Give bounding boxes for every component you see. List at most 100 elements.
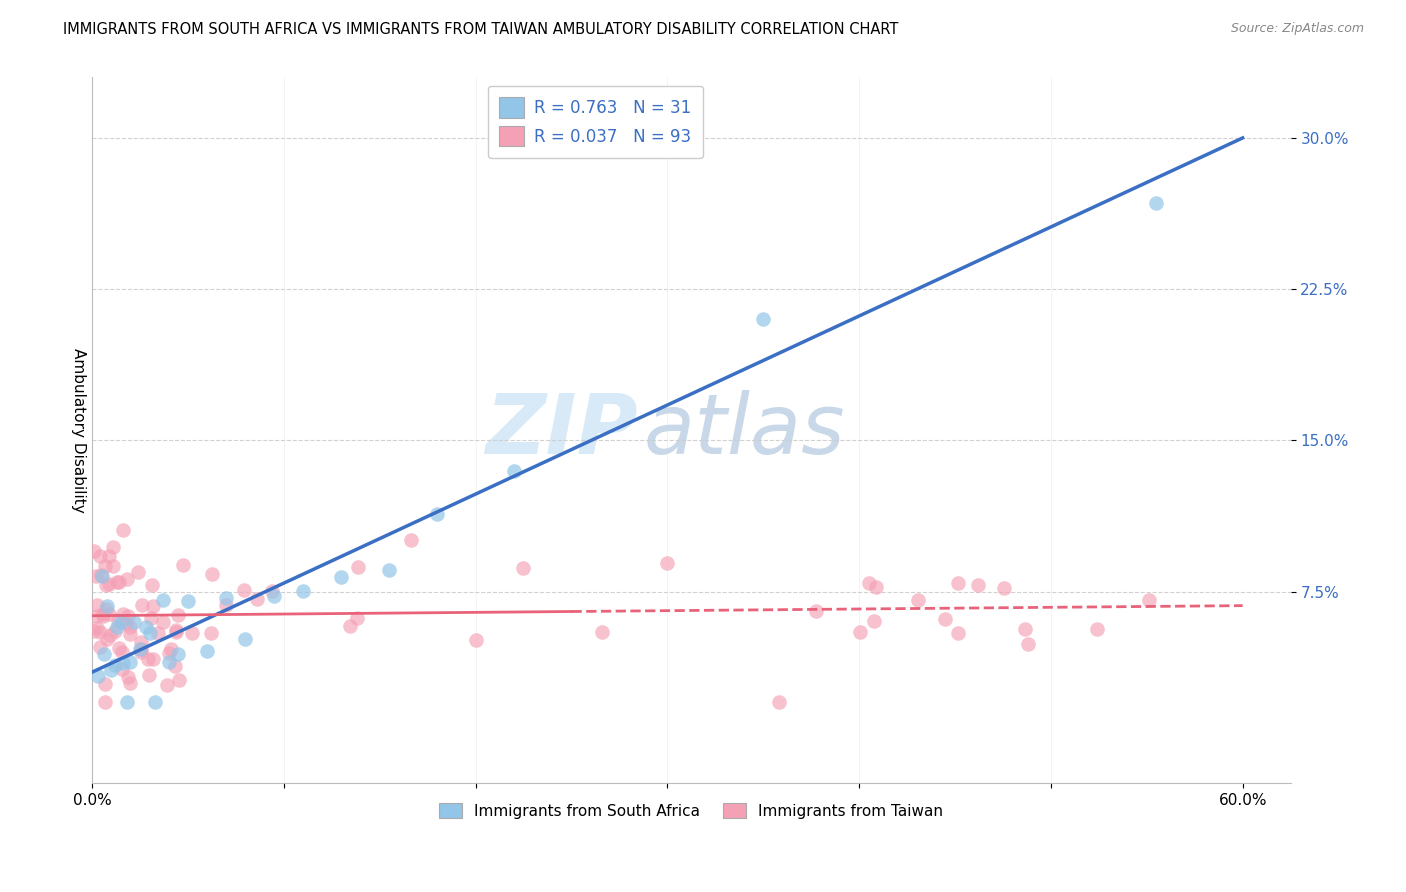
Point xyxy=(98,549,121,563)
Point xyxy=(138,626,160,640)
Point xyxy=(86,598,108,612)
Point xyxy=(111,523,134,537)
Point xyxy=(118,620,141,634)
Point xyxy=(94,677,117,691)
Point xyxy=(83,544,105,558)
Point xyxy=(146,625,169,640)
Point xyxy=(157,646,180,660)
Point xyxy=(465,633,488,648)
Point xyxy=(152,615,174,630)
Point xyxy=(101,540,124,554)
Y-axis label: Ambulatory Disability: Ambulatory Disability xyxy=(72,348,86,513)
Point xyxy=(163,659,186,673)
Point xyxy=(127,565,149,579)
Text: atlas: atlas xyxy=(644,390,845,471)
Point xyxy=(172,558,194,573)
Point xyxy=(96,578,118,592)
Point xyxy=(89,549,111,563)
Point xyxy=(993,581,1015,595)
Point xyxy=(118,676,141,690)
Point xyxy=(752,312,775,326)
Point xyxy=(115,572,138,586)
Point xyxy=(90,569,112,583)
Point xyxy=(292,583,315,598)
Point xyxy=(167,607,190,622)
Point xyxy=(849,624,872,639)
Point xyxy=(655,556,678,570)
Point xyxy=(87,669,110,683)
Point xyxy=(111,662,134,676)
Point xyxy=(1144,196,1167,211)
Point xyxy=(143,695,166,709)
Point xyxy=(89,640,111,654)
Point xyxy=(865,580,887,594)
Point xyxy=(93,647,115,661)
Point xyxy=(107,613,129,627)
Point xyxy=(110,615,132,630)
Point xyxy=(246,591,269,606)
Point xyxy=(165,624,187,639)
Point xyxy=(426,507,449,521)
Point xyxy=(401,533,423,547)
Point xyxy=(503,464,526,478)
Point xyxy=(105,620,128,634)
Point xyxy=(105,574,128,589)
Point xyxy=(167,648,190,662)
Point xyxy=(108,575,131,590)
Point xyxy=(141,578,163,592)
Point xyxy=(97,607,120,622)
Point xyxy=(215,598,238,612)
Point xyxy=(98,576,121,591)
Point xyxy=(111,656,134,670)
Point xyxy=(83,624,105,639)
Point xyxy=(177,594,200,608)
Point xyxy=(1017,637,1039,651)
Point xyxy=(1014,622,1036,636)
Point xyxy=(160,641,183,656)
Point xyxy=(1085,622,1108,636)
Point xyxy=(142,599,165,613)
Text: ZIP: ZIP xyxy=(485,390,637,471)
Point xyxy=(90,568,112,582)
Point xyxy=(129,645,152,659)
Point xyxy=(117,608,139,623)
Point xyxy=(201,566,224,581)
Point xyxy=(86,609,108,624)
Point xyxy=(120,627,142,641)
Point xyxy=(104,657,127,672)
Point xyxy=(98,628,121,642)
Point xyxy=(235,632,257,646)
Point xyxy=(260,584,283,599)
Point xyxy=(768,695,790,709)
Point xyxy=(1137,593,1160,607)
Point xyxy=(330,570,353,584)
Point xyxy=(907,593,929,607)
Point xyxy=(129,641,152,656)
Point xyxy=(180,625,202,640)
Point xyxy=(129,641,152,656)
Point xyxy=(512,561,534,575)
Point xyxy=(104,624,127,639)
Point xyxy=(139,610,162,624)
Point xyxy=(108,640,131,655)
Point xyxy=(129,635,152,649)
Point xyxy=(967,578,990,592)
Point xyxy=(131,598,153,612)
Point xyxy=(591,625,613,640)
Point xyxy=(804,604,827,618)
Point xyxy=(233,582,256,597)
Point xyxy=(858,576,880,591)
Point xyxy=(346,611,368,625)
Point xyxy=(94,695,117,709)
Point xyxy=(378,563,401,577)
Point xyxy=(948,626,970,640)
Point xyxy=(91,607,114,621)
Point xyxy=(101,558,124,573)
Point xyxy=(96,632,118,646)
Point xyxy=(934,612,956,626)
Point xyxy=(346,560,368,574)
Point xyxy=(111,645,134,659)
Legend: Immigrants from South Africa, Immigrants from Taiwan: Immigrants from South Africa, Immigrants… xyxy=(433,797,949,825)
Point xyxy=(156,677,179,691)
Point xyxy=(96,599,118,613)
